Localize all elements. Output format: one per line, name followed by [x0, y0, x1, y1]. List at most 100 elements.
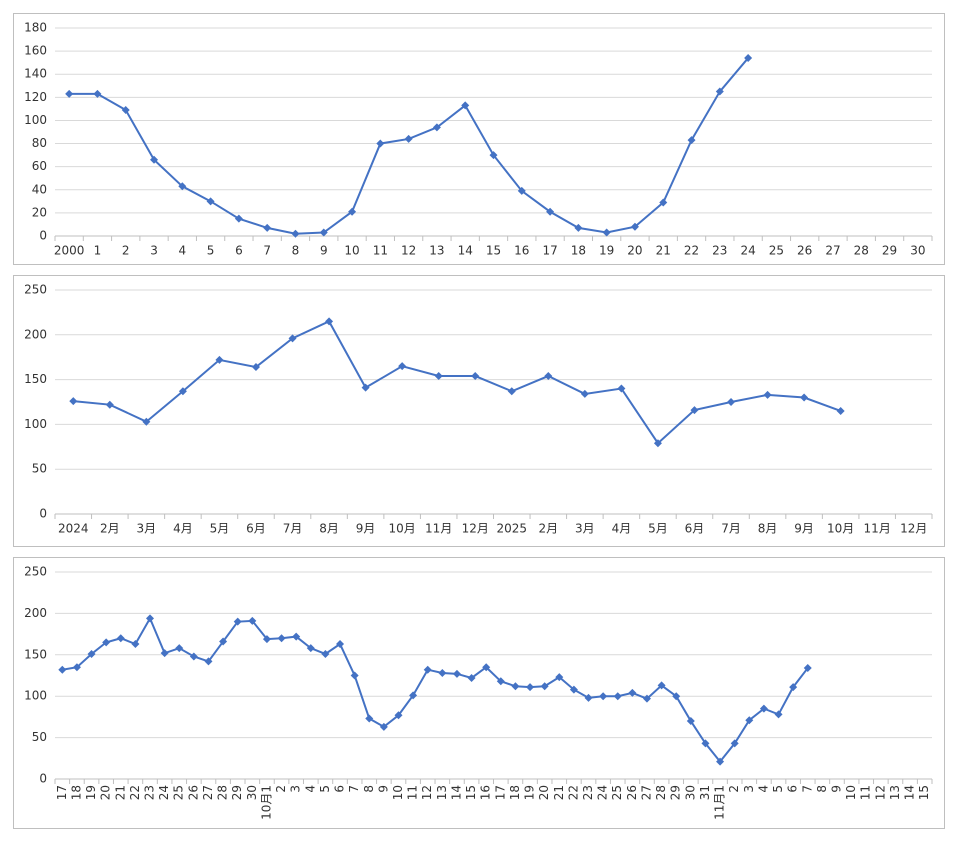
x-tick-label: 13	[429, 244, 444, 258]
x-tick-label: 8	[815, 785, 829, 793]
marker	[398, 362, 407, 371]
x-tick-label: 8	[362, 785, 376, 793]
y-tick-label: 20	[32, 205, 47, 219]
marker	[686, 717, 695, 726]
marker	[803, 664, 812, 673]
x-tick-label: 25	[610, 785, 624, 800]
x-tick-label: 11	[859, 785, 873, 800]
x-tick-label: 9	[320, 244, 328, 258]
marker	[234, 214, 243, 223]
marker	[653, 439, 662, 448]
marker	[206, 197, 215, 206]
x-tick-label: 10月1	[259, 785, 273, 820]
x-tick-label: 2月	[538, 522, 558, 536]
x-tick-label: 20	[99, 785, 113, 800]
x-tick-label: 28	[854, 244, 869, 258]
marker	[87, 649, 96, 658]
marker	[438, 669, 447, 678]
x-tick-label: 2月	[100, 522, 120, 536]
y-tick-label: 140	[24, 67, 47, 81]
x-tick-label: 24	[740, 244, 755, 258]
marker	[325, 317, 334, 326]
x-tick-label: 18	[508, 785, 522, 800]
marker	[574, 223, 583, 232]
x-tick-label: 5月	[210, 522, 230, 536]
x-tick-label: 26	[186, 785, 200, 800]
x-tick-label: 25	[769, 244, 784, 258]
x-tick-label: 2	[274, 785, 288, 793]
x-tick-label: 12	[420, 785, 434, 800]
marker	[365, 714, 374, 723]
x-tick-label: 19	[84, 785, 98, 800]
marker	[292, 632, 301, 641]
marker	[690, 406, 699, 415]
marker	[150, 155, 159, 164]
marker	[657, 681, 666, 690]
x-tick-label: 12月	[462, 522, 489, 536]
x-tick-label: 29	[230, 785, 244, 800]
y-tick-label: 100	[24, 113, 47, 127]
x-tick-label: 13	[435, 785, 449, 800]
marker	[178, 387, 187, 396]
x-tick-label: 7	[347, 785, 361, 793]
x-tick-label: 22	[566, 785, 580, 800]
x-tick-label: 21	[552, 785, 566, 800]
y-tick-label: 100	[24, 689, 47, 703]
y-tick-label: 60	[32, 159, 47, 173]
marker	[569, 685, 578, 694]
x-tick-label: 23	[581, 785, 595, 800]
y-tick-label: 0	[39, 772, 47, 786]
marker	[730, 739, 739, 748]
x-tick-label: 6	[235, 244, 243, 258]
marker	[467, 673, 476, 682]
marker	[263, 223, 272, 232]
marker	[701, 739, 710, 748]
x-tick-label: 16	[479, 785, 493, 800]
marker	[546, 207, 555, 216]
x-tick-label: 27	[201, 785, 215, 800]
x-tick-label: 5	[771, 785, 785, 793]
x-tick-label: 19	[599, 244, 614, 258]
y-tick-label: 40	[32, 182, 47, 196]
marker	[716, 757, 725, 766]
x-tick-label: 20	[627, 244, 642, 258]
marker	[204, 657, 213, 666]
marker	[361, 383, 370, 392]
x-tick-label: 28	[216, 785, 230, 800]
marker	[142, 417, 151, 426]
x-tick-label: 15	[486, 244, 501, 258]
marker	[146, 614, 155, 623]
x-tick-label: 6	[786, 785, 800, 793]
x-tick-label: 12	[401, 244, 416, 258]
marker	[471, 372, 480, 381]
marker	[160, 649, 169, 658]
x-tick-label: 30	[910, 244, 925, 258]
marker	[511, 682, 520, 691]
x-tick-label: 16	[514, 244, 529, 258]
marker	[319, 228, 328, 237]
marker	[248, 616, 257, 625]
x-tick-label: 10	[391, 785, 405, 800]
marker	[93, 89, 102, 98]
marker	[175, 644, 184, 653]
x-tick-label: 9月	[356, 522, 376, 536]
x-tick-label: 7月	[721, 522, 741, 536]
marker	[672, 692, 681, 701]
marker	[348, 207, 357, 216]
x-tick-label: 3	[289, 785, 303, 793]
line	[73, 320, 841, 445]
marker	[189, 652, 198, 661]
x-tick-label: 17	[542, 244, 557, 258]
x-tick-label: 10	[344, 244, 359, 258]
x-tick-label: 4	[178, 244, 186, 258]
y-tick-label: 250	[24, 565, 47, 579]
x-tick-label: 30	[245, 785, 259, 800]
y-tick-label: 120	[24, 90, 47, 104]
x-tick-label: 4月	[612, 522, 632, 536]
x-tick-label: 7	[263, 244, 271, 258]
marker	[452, 669, 461, 678]
marker	[789, 683, 798, 692]
x-tick-label: 7	[800, 785, 814, 793]
x-tick-label: 11	[373, 244, 388, 258]
